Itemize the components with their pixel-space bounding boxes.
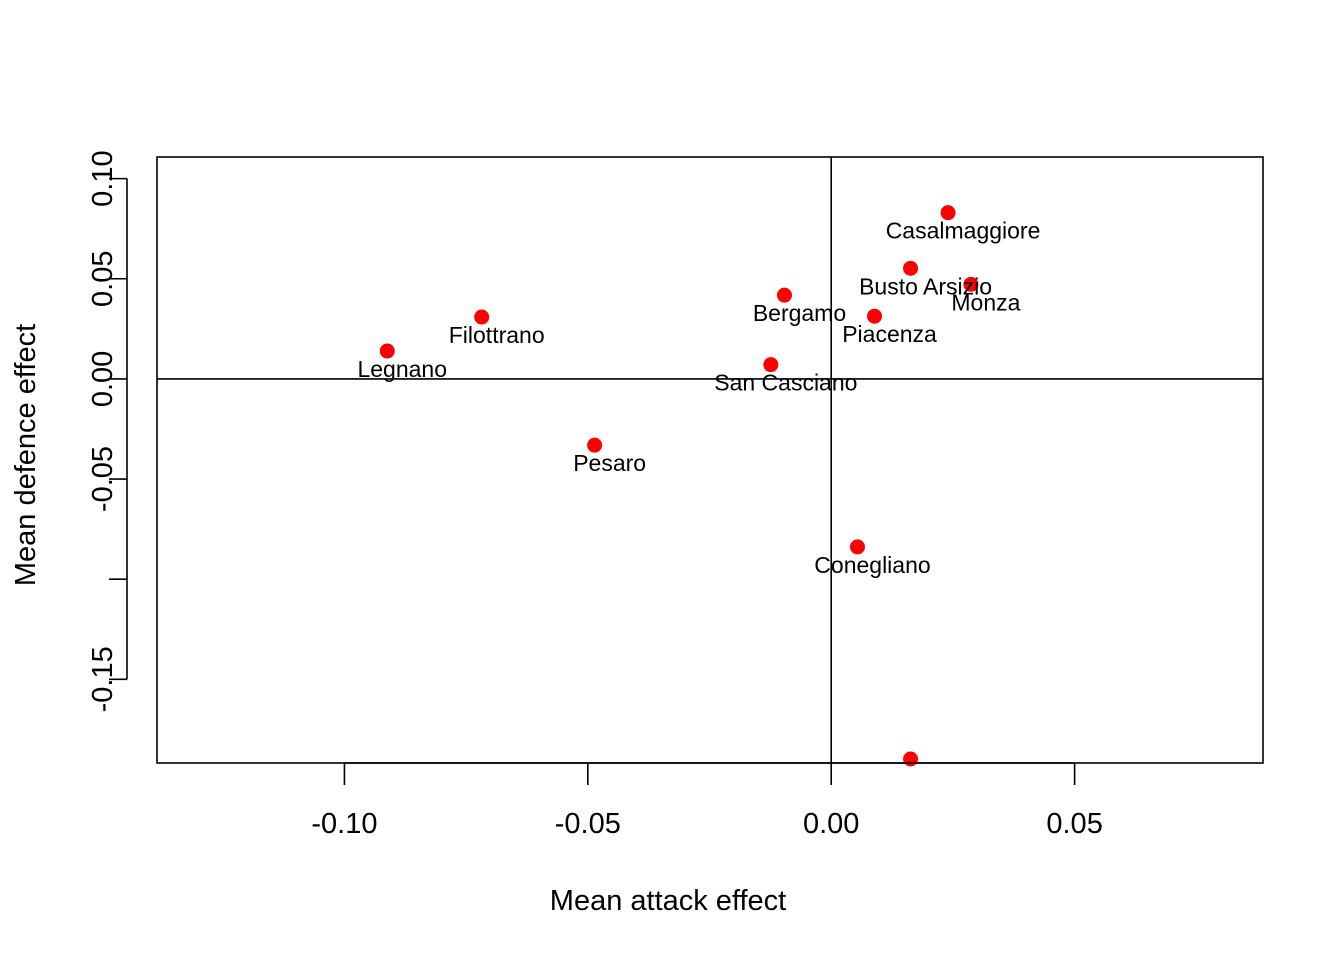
- y-tick-label: -0.05: [87, 446, 119, 512]
- point-label: San Casciano: [714, 370, 857, 396]
- x-tick-label: 0.00: [803, 808, 859, 840]
- point-label: Pesaro: [573, 450, 646, 476]
- point-label: Piacenza: [842, 321, 937, 347]
- point-label: Filottrano: [449, 322, 545, 348]
- x-tick-label: -0.10: [311, 808, 377, 840]
- point-label: Legnano: [357, 356, 447, 382]
- data-point: [940, 205, 956, 221]
- point-label: Busto Arsizio: [859, 273, 992, 299]
- y-tick-label: 0.00: [87, 351, 119, 407]
- y-tick-label: 0.10: [87, 150, 119, 206]
- x-tick-label: -0.05: [555, 808, 621, 840]
- data-point: [763, 357, 779, 373]
- reference-lines: [157, 157, 1263, 763]
- data-point: [903, 751, 919, 767]
- data-point: [903, 260, 919, 276]
- data-point: [867, 308, 883, 324]
- x-axis: -0.10 -0.05 0.00 0.05: [311, 762, 1103, 840]
- x-tick-label: 0.05: [1046, 808, 1102, 840]
- data-point: [474, 309, 490, 325]
- data-point: [379, 343, 395, 359]
- y-tick-label: 0.05: [87, 251, 119, 307]
- y-axis-title: Mean defence effect: [10, 324, 42, 586]
- data-point: [963, 276, 979, 292]
- point-label: Monza: [951, 289, 1020, 315]
- x-axis-title: Mean attack effect: [550, 885, 786, 917]
- data-point: [776, 287, 792, 303]
- point-label: Conegliano: [814, 552, 930, 578]
- point-label: Bergamo: [753, 300, 846, 326]
- y-axis: -0.15 -0.05 0.00 0.05 0.10: [87, 150, 128, 712]
- data-point: [587, 437, 603, 453]
- plot-frame: [156, 156, 1264, 764]
- data-points: [379, 205, 979, 767]
- y-tick-label: -0.15: [87, 646, 119, 712]
- point-label: Casalmaggiore: [886, 218, 1041, 244]
- data-point: [849, 539, 865, 555]
